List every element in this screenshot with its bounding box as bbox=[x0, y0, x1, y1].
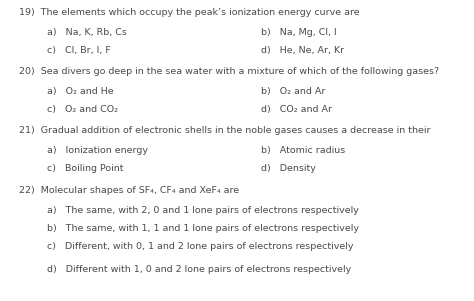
Text: 22)  Molecular shapes of SF₄, CF₄ and XeF₄ are: 22) Molecular shapes of SF₄, CF₄ and XeF… bbox=[19, 186, 239, 195]
Text: d)   CO₂ and Ar: d) CO₂ and Ar bbox=[261, 105, 332, 114]
Text: b)   Na, Mg, Cl, I: b) Na, Mg, Cl, I bbox=[261, 28, 337, 37]
Text: a)   O₂ and He: a) O₂ and He bbox=[47, 87, 114, 96]
Text: b)   The same, with 1, 1 and 1 lone pairs of electrons respectively: b) The same, with 1, 1 and 1 lone pairs … bbox=[47, 224, 359, 233]
Text: c)   Boiling Point: c) Boiling Point bbox=[47, 164, 124, 173]
Text: 19)  The elements which occupy the peak’s ionization energy curve are: 19) The elements which occupy the peak’s… bbox=[19, 8, 360, 17]
Text: d)   He, Ne, Ar, Kr: d) He, Ne, Ar, Kr bbox=[261, 46, 344, 55]
Text: a)   The same, with 2, 0 and 1 lone pairs of electrons respectively: a) The same, with 2, 0 and 1 lone pairs … bbox=[47, 206, 359, 215]
Text: c)   Cl, Br, I, F: c) Cl, Br, I, F bbox=[47, 46, 111, 55]
Text: a)   Ionization energy: a) Ionization energy bbox=[47, 146, 148, 155]
Text: 20)  Sea divers go deep in the sea water with a mixture of which of the followin: 20) Sea divers go deep in the sea water … bbox=[19, 67, 439, 76]
Text: a)   Na, K, Rb, Cs: a) Na, K, Rb, Cs bbox=[47, 28, 128, 37]
Text: b)   Atomic radius: b) Atomic radius bbox=[261, 146, 345, 155]
Text: c)   Different, with 0, 1 and 2 lone pairs of electrons respectively: c) Different, with 0, 1 and 2 lone pairs… bbox=[47, 242, 354, 251]
Text: d)   Density: d) Density bbox=[261, 164, 316, 173]
Text: d)   Different with 1, 0 and 2 lone pairs of electrons respectively: d) Different with 1, 0 and 2 lone pairs … bbox=[47, 265, 352, 275]
Text: b)   O₂ and Ar: b) O₂ and Ar bbox=[261, 87, 325, 96]
Text: 21)  Gradual addition of electronic shells in the noble gases causes a decrease : 21) Gradual addition of electronic shell… bbox=[19, 126, 430, 135]
Text: c)   O₂ and CO₂: c) O₂ and CO₂ bbox=[47, 105, 118, 114]
